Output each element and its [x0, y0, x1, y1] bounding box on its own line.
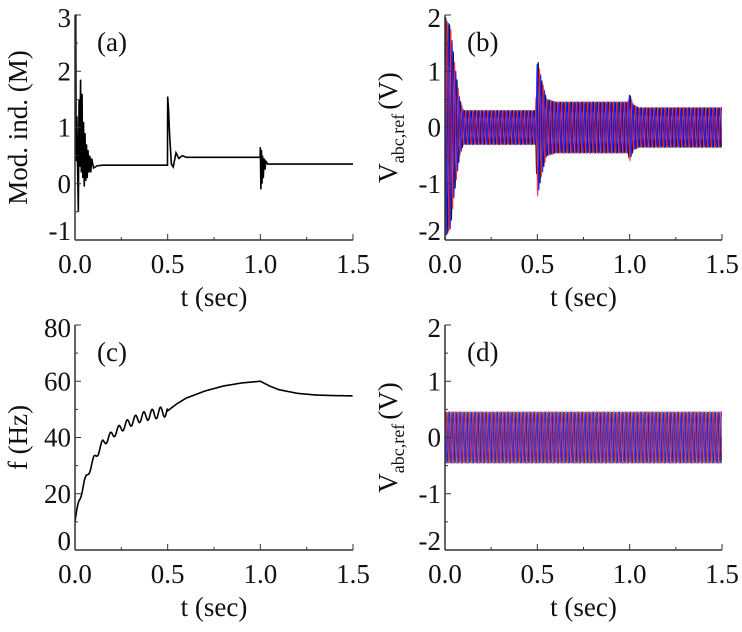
plot-area: [75, 380, 353, 522]
y-label-main: V: [373, 163, 403, 183]
y-tick-label: -1: [49, 216, 72, 246]
y-axis-label: Vabc,ref (V): [373, 72, 408, 182]
y-tick-label: 60: [44, 366, 71, 396]
x-tick-label: 0.0: [58, 249, 92, 279]
panel-a: 0.0 0.5 1.0 1.5 -1 0 1 2 3 t (sec) Mod. ind. (M) (a…: [3, 3, 370, 312]
x-tick-label: 0.5: [520, 559, 554, 589]
y-label-unit: (V): [373, 72, 403, 109]
x-tick-label: 1.0: [613, 249, 647, 279]
y-tick-label: 0: [58, 526, 72, 556]
x-tick-label: 1.0: [243, 249, 277, 279]
x-tick-label: 0.5: [520, 249, 554, 279]
y-tick-label: 2: [58, 56, 72, 86]
x-tick-label: 1.5: [705, 559, 739, 589]
y-tick-label: 1: [58, 113, 72, 143]
y-tick-label: 0: [428, 423, 442, 453]
series-line-M: [75, 14, 353, 212]
panel-label: (c): [97, 337, 127, 367]
series-line-Va: [445, 17, 722, 235]
x-tick-label: 1.0: [613, 559, 647, 589]
x-axis-label: t (sec): [550, 592, 617, 622]
series-line-Va: [445, 411, 722, 464]
series-line-Vb: [445, 21, 722, 240]
x-tick-label: 0.0: [58, 559, 92, 589]
y-tick-label: -1: [419, 479, 442, 509]
y-tick-label: 1: [428, 56, 442, 86]
series-line-Vb: [445, 410, 722, 465]
panel-label: (b): [467, 27, 498, 57]
y-tick-label: 2: [428, 313, 442, 343]
y-tick-label: 2: [428, 3, 442, 33]
y-tick-label: -2: [419, 526, 442, 556]
plot-area: [445, 410, 722, 465]
series-line-Vc: [445, 22, 722, 236]
x-tick-label: 1.5: [336, 249, 370, 279]
y-tick-label: 20: [44, 479, 71, 509]
x-tick-label: 1.5: [705, 249, 739, 279]
y-label-unit: (V): [373, 382, 403, 419]
y-tick-label: -2: [419, 216, 442, 246]
y-label-main: V: [373, 473, 403, 493]
panel-label: (d): [467, 337, 498, 367]
x-axis-label: t (sec): [181, 282, 248, 312]
x-tick-label: 1.5: [336, 559, 370, 589]
x-tick-label: 0.0: [428, 249, 462, 279]
x-tick-label: 0.5: [151, 249, 185, 279]
panel-d: 0.0 0.5 1.0 1.5 -2 -1 0 1 2 t (sec) Vabc,ref (V) (d): [373, 313, 739, 622]
panel-b: 0.0 0.5 1.0 1.5 -2 -1 0 1 2 t (sec) Vabc,ref (V) (b): [373, 3, 739, 312]
y-axis-label: Vabc,ref (V): [373, 382, 408, 492]
y-tick-label: 0: [428, 113, 442, 143]
x-tick-label: 0.5: [151, 559, 185, 589]
y-label-subscript: abc,ref: [388, 114, 408, 163]
y-axis-label: Mod. ind. (M): [3, 50, 33, 205]
panel-label: (a): [97, 27, 127, 57]
x-tick-label: 0.0: [428, 559, 462, 589]
series-line-f: [75, 380, 353, 522]
x-tick-label: 1.0: [243, 559, 277, 589]
y-tick-label: 80: [44, 313, 71, 343]
plot-area: [445, 17, 722, 240]
plot-area: [75, 14, 353, 212]
x-axis-label: t (sec): [181, 592, 248, 622]
series-line-Vc: [445, 410, 722, 465]
y-label-subscript: abc,ref: [388, 424, 408, 473]
panel-c: 0.0 0.5 1.0 1.5 0 20 40 60 80 t (sec) f (Hz) (c): [3, 313, 370, 622]
y-tick-label: 40: [44, 423, 71, 453]
y-axis-label: f (Hz): [3, 405, 33, 470]
y-tick-label: -1: [419, 169, 442, 199]
y-tick-label: 1: [428, 366, 442, 396]
x-axis-label: t (sec): [550, 282, 617, 312]
y-tick-label: 3: [58, 3, 72, 33]
y-tick-label: 0: [58, 169, 72, 199]
